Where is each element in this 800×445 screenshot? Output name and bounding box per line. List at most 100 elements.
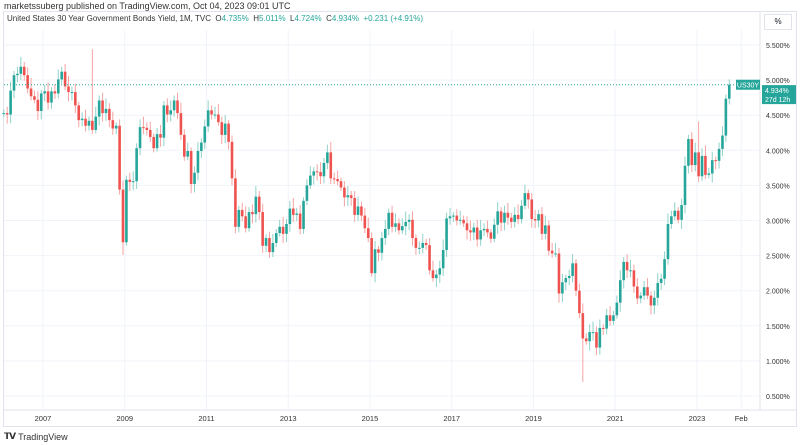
candle-up <box>114 125 118 129</box>
candle-up <box>724 98 728 136</box>
candle-down <box>268 238 271 253</box>
candle-down <box>636 286 639 299</box>
candle-up <box>16 73 19 76</box>
candle-down <box>148 129 152 137</box>
candle-down <box>26 75 29 89</box>
candle-down <box>74 92 77 106</box>
y-tick-label: 3.000% <box>766 219 790 226</box>
candle-down <box>63 71 67 87</box>
publisher-line: marketssuberg published on TradingView.c… <box>4 1 291 11</box>
candle-up <box>479 230 482 240</box>
tv-logo-icon: 𝗧𝗩 <box>4 431 16 441</box>
candle-up <box>172 100 176 111</box>
candle-down <box>142 127 145 129</box>
candle-up <box>254 196 258 215</box>
candle-up <box>9 90 12 115</box>
candle-up <box>663 259 666 279</box>
candle-up <box>523 193 527 206</box>
candle-up <box>693 152 697 166</box>
percent-scale-button[interactable]: % <box>764 14 792 30</box>
candle-up <box>383 228 387 239</box>
candle-up <box>717 148 721 161</box>
candle-up <box>70 92 74 94</box>
candle-down <box>332 178 336 180</box>
candle-down <box>240 209 244 217</box>
open-label: O <box>215 14 222 23</box>
candle-up <box>401 226 404 231</box>
candle-up <box>653 297 656 306</box>
candle-down <box>165 105 169 115</box>
x-tick-label: 2013 <box>280 414 297 423</box>
candle-up <box>642 287 646 296</box>
candle-down <box>353 198 356 215</box>
candle-down <box>516 214 520 220</box>
candle-down <box>111 120 115 129</box>
candle-down <box>690 139 694 166</box>
candle-up <box>687 139 690 166</box>
candle-down <box>557 253 561 294</box>
candle-up <box>537 214 540 221</box>
high-value: 5.011% <box>259 14 286 23</box>
candle-down <box>469 230 472 233</box>
candle-up <box>295 213 299 215</box>
candle-up <box>50 91 53 103</box>
candle-up <box>305 185 309 201</box>
candle-up <box>373 249 377 274</box>
legend-title: United States 30 Year Government Bonds Y… <box>7 14 211 23</box>
candle-down <box>646 287 649 296</box>
candle-down <box>499 211 503 223</box>
candle-down <box>91 120 94 130</box>
candle-up <box>206 110 210 127</box>
candle-up <box>441 249 445 269</box>
candle-up <box>673 210 677 217</box>
candle-down <box>343 187 346 198</box>
candle-up <box>435 274 438 279</box>
candle-up <box>271 242 275 253</box>
candle-up <box>203 126 207 143</box>
candle-up <box>346 195 350 198</box>
candle-up <box>544 225 547 234</box>
candle-down <box>414 238 418 248</box>
candle-down <box>67 86 70 93</box>
candle-up <box>312 171 316 176</box>
candle-down <box>428 245 431 271</box>
candle-up <box>615 302 619 316</box>
candle-down <box>336 179 339 182</box>
candle-down <box>183 134 186 157</box>
candle-up <box>561 282 564 294</box>
candle-down <box>298 213 302 229</box>
candle-down <box>431 270 435 279</box>
candle-up <box>670 216 673 225</box>
tradingview-logo[interactable]: 𝗧𝗩 TradingView <box>4 431 68 442</box>
candle-down <box>33 96 36 100</box>
candle-up <box>387 212 390 229</box>
y-tick-label: 4.000% <box>766 148 790 155</box>
x-tick-label: 2015 <box>362 414 379 423</box>
candle-down <box>29 88 33 97</box>
candle-down <box>527 193 530 200</box>
candle-up <box>458 219 462 221</box>
candle-up <box>659 278 663 283</box>
low-value: 4.724% <box>294 14 322 23</box>
y-tick-label: 0.500% <box>766 394 790 401</box>
candle-up <box>612 315 615 321</box>
candle-up <box>591 332 595 334</box>
candle-down <box>108 108 111 121</box>
candle-up <box>407 219 411 222</box>
x-tick-label: 2019 <box>525 414 542 423</box>
candle-up <box>237 209 241 227</box>
y-tick-label: 5.500% <box>766 43 790 50</box>
candle-down <box>714 160 717 162</box>
candle-up <box>285 224 288 234</box>
open-value: 4.735% <box>221 14 249 23</box>
candle-up <box>656 282 660 298</box>
candle-up <box>472 227 476 233</box>
candle-down <box>176 100 179 114</box>
candle-up <box>155 134 159 149</box>
x-tick-label: 2011 <box>198 414 214 423</box>
candle-down <box>319 172 322 177</box>
candle-up <box>274 233 278 243</box>
candle-up <box>727 84 731 99</box>
candle-up <box>326 152 329 163</box>
